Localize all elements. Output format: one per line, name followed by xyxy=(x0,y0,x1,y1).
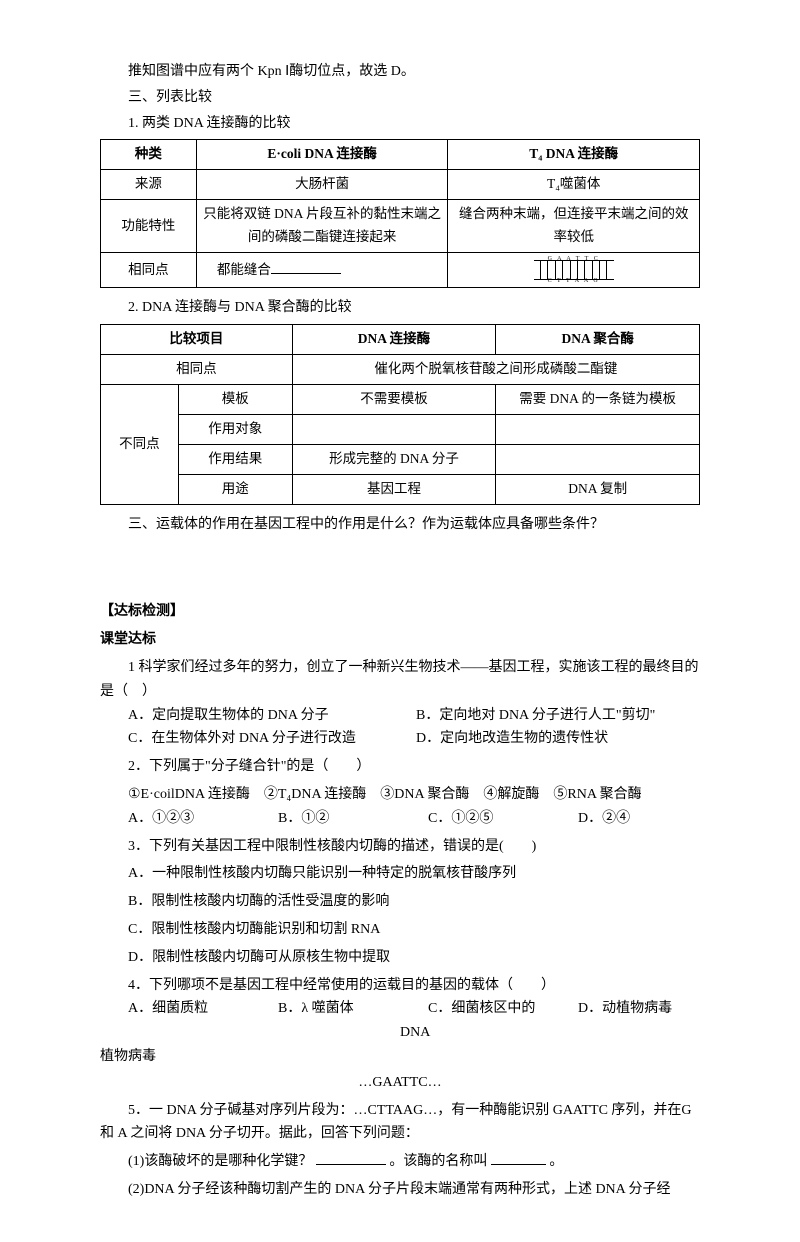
q2-items: ①E·coilDNA 连接酶 ②T₄DNA 连接酶 ③DNA 聚合酶 ④解旋酶 … xyxy=(100,783,700,807)
section3-question: 三、运载体的作用在基因工程中的作用是什么？作为运载体应具备哪些条件？ xyxy=(100,513,700,537)
cell: 只能将双链 DNA 片段互补的黏性末端之间的磷酸二酯键连接起来 xyxy=(196,200,448,253)
q4-opt-d: D．动植物病毒 xyxy=(550,997,700,1045)
q3-opt-a: A．一种限制性核酸内切酶只能识别一种特定的脱氧核苷酸序列 xyxy=(100,862,700,886)
table1-h3: T₄ DNA 连接酶 xyxy=(448,140,700,170)
q4-opt-a: A．细菌质粒 xyxy=(100,997,250,1045)
q5-p1-text-a: (1)该酶破坏的是哪种化学键？ xyxy=(128,1154,312,1169)
q1-opt-b: B．定向地对 DNA 分子进行人工"剪切" xyxy=(388,704,676,728)
table1-title: 1. 两类 DNA 连接酶的比较 xyxy=(100,112,700,136)
cell: 不同点 xyxy=(101,384,179,504)
cell: 功能特性 xyxy=(101,200,197,253)
table-row: 比较项目 DNA 连接酶 DNA 聚合酶 xyxy=(101,324,700,354)
question-5: 5．一 DNA 分子碱基对序列片段为：…CTTAAG…，有一种酶能识别 GAAT… xyxy=(100,1099,700,1147)
q4-opt-d-tail: 植物病毒 xyxy=(100,1045,700,1069)
table-row: 不同点 模板 不需要模板 需要 DNA 的一条链为模板 xyxy=(101,384,700,414)
cell-blank[interactable] xyxy=(496,444,700,474)
label: 都能缝合 xyxy=(217,262,271,277)
table2-h3: DNA 聚合酶 xyxy=(496,324,700,354)
cell: 都能缝合 xyxy=(196,253,448,288)
table-dna-ligase-comparison: 种类 E·coli DNA 连接酶 T₄ DNA 连接酶 来源 大肠杆菌 T₄噬… xyxy=(100,139,700,288)
intro-paragraph: 推知图谱中应有两个 Kpn Ⅰ酶切位点，故选 D。 xyxy=(100,60,700,84)
cell-blank[interactable] xyxy=(496,414,700,444)
cell: 缝合两种末端，但连接平末端之间的效率较低 xyxy=(448,200,700,253)
q3-opt-d: D．限制性核酸内切酶可从原核生物中提取 xyxy=(100,946,700,970)
q1-opt-d: D．定向地改造生物的遗传性状 xyxy=(388,727,676,751)
table-row: 功能特性 只能将双链 DNA 片段互补的黏性末端之间的磷酸二酯键连接起来 缝合两… xyxy=(101,200,700,253)
q1-options-row2: C．在生物体外对 DNA 分子进行改造 D．定向地改造生物的遗传性状 xyxy=(100,727,700,751)
question-2: 2．下列属于"分子缝合针"的是（ ） xyxy=(100,755,700,779)
cell: 模板 xyxy=(178,384,292,414)
q2-opt-c: C．①②⑤ xyxy=(400,807,550,831)
q4-opt-c: C．细菌核区中的 DNA xyxy=(400,997,550,1045)
cell: 相同点 xyxy=(101,253,197,288)
q3-opt-c: C．限制性核酸内切酶能识别和切割 RNA xyxy=(100,918,700,942)
assessment-header: 【达标检测】 xyxy=(100,600,700,624)
assessment-sub: 课堂达标 xyxy=(100,628,700,652)
cell: 用途 xyxy=(178,474,292,504)
q5-part2: (2)DNA 分子经该种酶切割产生的 DNA 分子片段末端通常有两种形式，上述 … xyxy=(100,1178,700,1202)
q3-opt-b: B．限制性核酸内切酶的活性受温度的影响 xyxy=(100,890,700,914)
q2-opt-b: B．①② xyxy=(250,807,400,831)
table2-h1: 比较项目 xyxy=(101,324,293,354)
question-4: 4．下列哪项不是基因工程中经常使用的运载目的基因的载体（ ） xyxy=(100,974,700,998)
q4-opt-b: B．λ 噬菌体 xyxy=(250,997,400,1045)
dna-ladder-icon: G A A T T C C T T A A G xyxy=(529,256,619,284)
cell: 相同点 xyxy=(101,354,293,384)
table-row: 种类 E·coli DNA 连接酶 T₄ DNA 连接酶 xyxy=(101,140,700,170)
section-3-title: 三、列表比较 xyxy=(100,86,700,110)
cell: 形成完整的 DNA 分子 xyxy=(292,444,496,474)
table-row: 用途 基因工程 DNA 复制 xyxy=(101,474,700,504)
table1-h1: 种类 xyxy=(101,140,197,170)
q1-options-row1: A．定向提取生物体的 DNA 分子 B．定向地对 DNA 分子进行人工"剪切" xyxy=(100,704,700,728)
table2-h2: DNA 连接酶 xyxy=(292,324,496,354)
fill-blank[interactable] xyxy=(316,1151,386,1165)
cell: 不需要模板 xyxy=(292,384,496,414)
table-row: 作用对象 xyxy=(101,414,700,444)
cell-blank[interactable] xyxy=(292,414,496,444)
table-row: 相同点 都能缝合 G A A T T C C T T A A G xyxy=(101,253,700,288)
table1-h2: E·coli DNA 连接酶 xyxy=(196,140,448,170)
cell: 催化两个脱氧核苷酸之间形成磷酸二酯键 xyxy=(292,354,699,384)
cell: 大肠杆菌 xyxy=(196,170,448,200)
q2-opt-d: D．②④ xyxy=(550,807,700,831)
q5-p1-text-c: 。 xyxy=(549,1154,563,1169)
table-row: 相同点 催化两个脱氧核苷酸之间形成磷酸二酯键 xyxy=(101,354,700,384)
q1-opt-c: C．在生物体外对 DNA 分子进行改造 xyxy=(100,727,388,751)
table-ligase-vs-polymerase: 比较项目 DNA 连接酶 DNA 聚合酶 相同点 催化两个脱氧核苷酸之间形成磷酸… xyxy=(100,324,700,505)
cell: T₄噬菌体 xyxy=(448,170,700,200)
cell: 作用对象 xyxy=(178,414,292,444)
q2-opt-a: A．①②③ xyxy=(100,807,250,831)
q5-p1-text-b: 。该酶的名称叫 xyxy=(389,1154,487,1169)
question-1: 1 科学家们经过多年的努力，创立了一种新兴生物技术——基因工程，实施该工程的最终… xyxy=(100,656,700,704)
q2-options: A．①②③ B．①② C．①②⑤ D．②④ xyxy=(100,807,700,831)
q5-part1: (1)该酶破坏的是哪种化学键？ 。该酶的名称叫 。 xyxy=(100,1150,700,1174)
cell: 作用结果 xyxy=(178,444,292,474)
cell-dna-figure: G A A T T C C T T A A G xyxy=(448,253,700,288)
q5-sequence-top: …GAATTC… xyxy=(100,1071,700,1095)
fill-blank[interactable] xyxy=(271,260,341,274)
cell: DNA 复制 xyxy=(496,474,700,504)
table2-title: 2. DNA 连接酶与 DNA 聚合酶的比较 xyxy=(100,296,700,320)
cell: 需要 DNA 的一条链为模板 xyxy=(496,384,700,414)
q4-options: A．细菌质粒 B．λ 噬菌体 C．细菌核区中的 DNA D．动植物病毒 xyxy=(100,997,700,1045)
question-3: 3．下列有关基因工程中限制性核酸内切酶的描述，错误的是( ) xyxy=(100,835,700,859)
cell: 来源 xyxy=(101,170,197,200)
cell: 基因工程 xyxy=(292,474,496,504)
table-row: 来源 大肠杆菌 T₄噬菌体 xyxy=(101,170,700,200)
table-row: 作用结果 形成完整的 DNA 分子 xyxy=(101,444,700,474)
fill-blank[interactable] xyxy=(491,1151,546,1165)
q1-opt-a: A．定向提取生物体的 DNA 分子 xyxy=(100,704,388,728)
